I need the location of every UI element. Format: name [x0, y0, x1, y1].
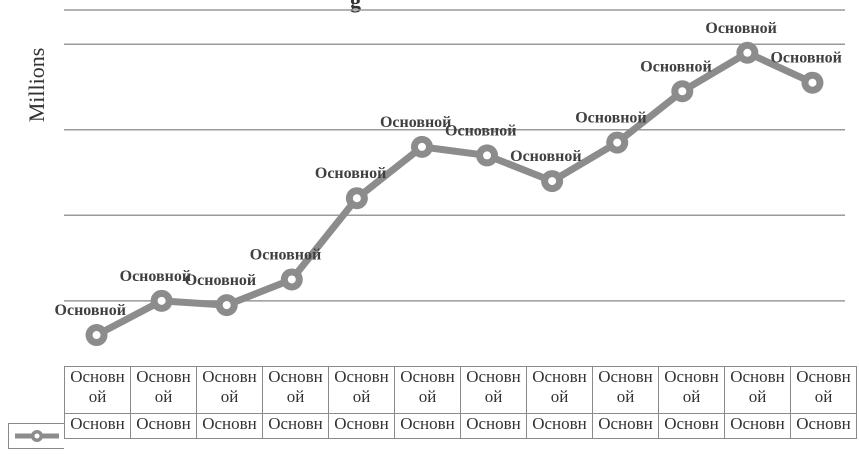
table-category-cell: Основн ой — [196, 366, 263, 414]
table-value-cell: Основн — [460, 413, 527, 439]
data-label-2: Основной — [185, 272, 256, 289]
data-label-11: Основной — [770, 50, 841, 67]
table-category-cell: Основн ой — [328, 366, 395, 414]
data-label-1: Основной — [120, 268, 191, 285]
data-table-series-row: Основн Основн Основн Основн Основн Основн Осно… — [64, 413, 857, 439]
legend-line-marker-icon — [15, 430, 59, 442]
table-category-cell: Основн ой — [526, 366, 593, 414]
chart-title: g — [350, 0, 361, 13]
data-point-center-3 — [287, 275, 296, 284]
data-point-center-5 — [417, 142, 426, 151]
data-label-4: Основной — [315, 165, 386, 182]
data-label-3: Основной — [250, 246, 321, 263]
data-point-center-2 — [222, 301, 231, 310]
data-point-center-8 — [613, 138, 622, 147]
table-category-cell: Основн ой — [262, 366, 329, 414]
data-label-5: Основной — [380, 114, 451, 131]
data-point-center-4 — [352, 194, 361, 203]
data-label-6: Основной — [445, 122, 516, 139]
data-point-center-7 — [548, 177, 557, 186]
legend-key — [8, 423, 64, 449]
table-value-cell: Основн — [790, 413, 857, 439]
table-category-cell: Основн ой — [592, 366, 659, 414]
data-label-8: Основной — [575, 110, 646, 127]
data-label-9: Основной — [640, 58, 711, 75]
table-category-cell: Основн ой — [460, 366, 527, 414]
data-label-0: Основной — [55, 302, 126, 319]
table-value-cell: Основн — [526, 413, 593, 439]
table-value-cell: Основн — [64, 413, 131, 439]
data-point-center-1 — [157, 296, 166, 305]
table-value-cell: Основн — [592, 413, 659, 439]
data-label-10: Основной — [705, 20, 776, 37]
table-value-cell: Основн — [130, 413, 197, 439]
table-category-cell: Основн ой — [790, 366, 857, 414]
table-category-cell: Основн ой — [724, 366, 791, 414]
data-table: Основн ой Основн ой Основн ой Основн ой Основн ой… — [64, 366, 857, 439]
data-label-7: Основной — [510, 148, 581, 165]
table-value-cell: Основн — [328, 413, 395, 439]
series-line — [93, 49, 816, 339]
table-value-cell: Основн — [394, 413, 461, 439]
table-value-cell: Основн — [658, 413, 725, 439]
table-category-cell: Основн ой — [64, 366, 131, 414]
table-category-cell: Основн ой — [394, 366, 461, 414]
table-category-cell: Основн ой — [130, 366, 197, 414]
data-point-center-6 — [483, 151, 492, 160]
data-point-center-11 — [808, 78, 817, 87]
data-point-center-0 — [92, 331, 101, 340]
data-point-center-9 — [678, 87, 687, 96]
data-point-center-10 — [743, 48, 752, 57]
table-value-cell: Основн — [262, 413, 329, 439]
table-value-cell: Основн — [196, 413, 263, 439]
table-value-cell: Основн — [724, 413, 791, 439]
data-table-category-row: Основн ой Основн ой Основн ой Основн ой Основн ой… — [64, 366, 857, 414]
table-category-cell: Основн ой — [658, 366, 725, 414]
